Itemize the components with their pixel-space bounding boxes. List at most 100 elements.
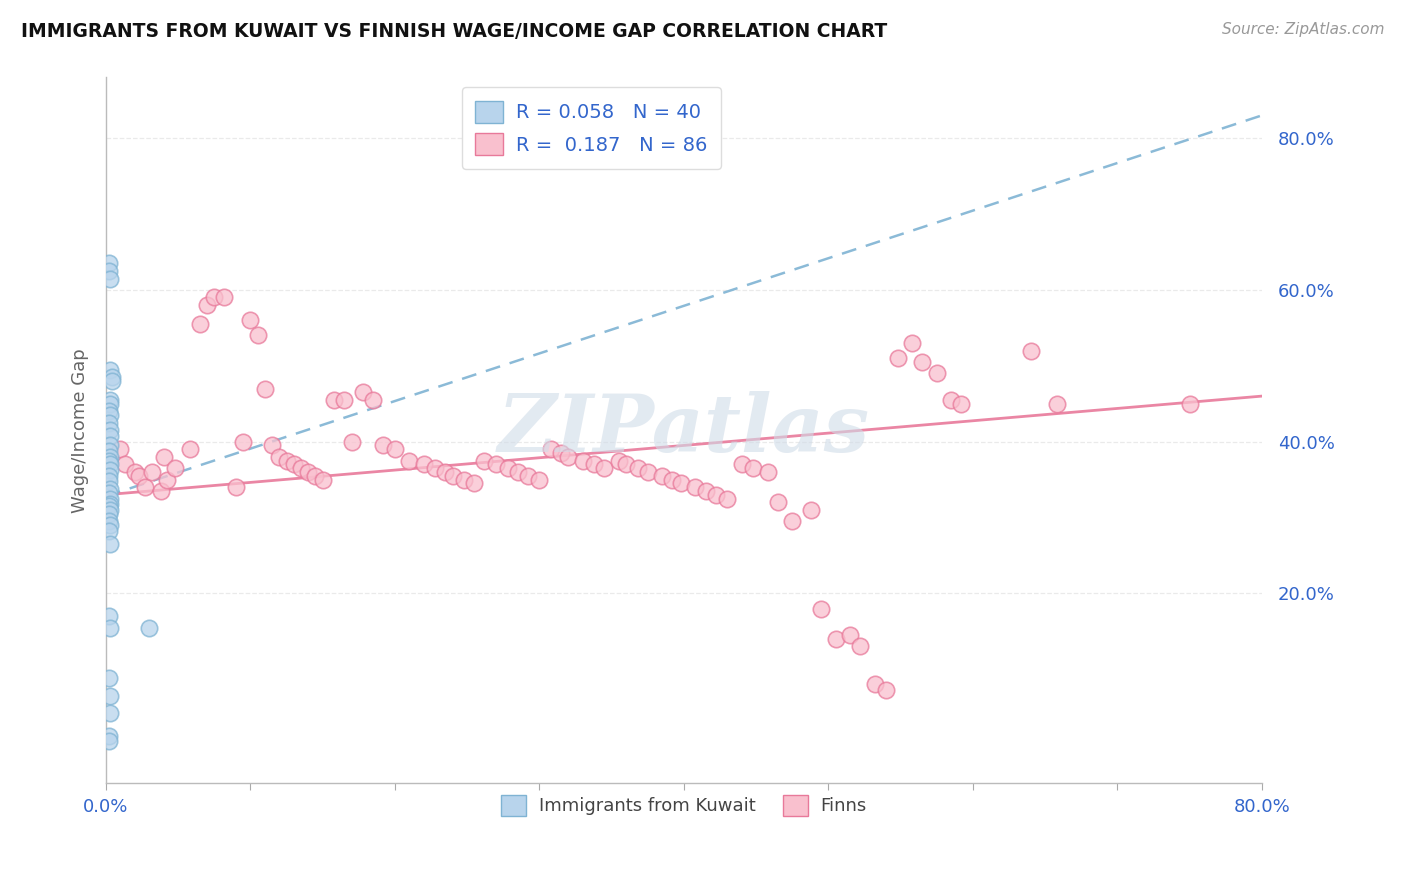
Point	[98, 271, 121, 285]
Point	[98, 537, 121, 551]
Point	[463, 476, 485, 491]
Point	[179, 442, 201, 457]
Point	[98, 482, 121, 496]
Point	[98, 503, 121, 517]
Point	[485, 458, 508, 472]
Point	[97, 468, 120, 483]
Point	[496, 461, 519, 475]
Point	[97, 256, 120, 270]
Point	[384, 442, 406, 457]
Point	[695, 483, 717, 498]
Point	[138, 620, 160, 634]
Point	[453, 473, 475, 487]
Point	[571, 453, 593, 467]
Point	[839, 628, 862, 642]
Point	[188, 317, 211, 331]
Point	[97, 499, 120, 513]
Point	[124, 465, 146, 479]
Point	[98, 458, 121, 472]
Point	[304, 468, 326, 483]
Point	[849, 640, 872, 654]
Point	[165, 461, 187, 475]
Point	[98, 362, 121, 376]
Point	[361, 392, 384, 407]
Point	[352, 385, 374, 400]
Point	[950, 397, 973, 411]
Point	[98, 438, 121, 452]
Point	[434, 465, 457, 479]
Point	[98, 428, 121, 442]
Point	[661, 473, 683, 487]
Point	[128, 468, 150, 483]
Point	[1046, 397, 1069, 411]
Point	[98, 397, 121, 411]
Text: Source: ZipAtlas.com: Source: ZipAtlas.com	[1222, 22, 1385, 37]
Point	[97, 671, 120, 685]
Point	[925, 367, 948, 381]
Point	[97, 404, 120, 418]
Point	[373, 438, 395, 452]
Point	[114, 458, 136, 472]
Point	[98, 706, 121, 721]
Text: ZIPatlas: ZIPatlas	[498, 392, 870, 469]
Point	[262, 438, 284, 452]
Point	[637, 465, 659, 479]
Point	[297, 465, 319, 479]
Point	[614, 458, 637, 472]
Point	[97, 474, 120, 488]
Point	[323, 392, 346, 407]
Point	[627, 461, 650, 475]
Point	[824, 632, 846, 646]
Point	[110, 442, 132, 457]
Point	[412, 458, 434, 472]
Point	[100, 370, 122, 384]
Point	[669, 476, 692, 491]
Point	[557, 450, 579, 464]
Point	[550, 446, 572, 460]
Point	[100, 374, 122, 388]
Point	[97, 453, 120, 467]
Point	[283, 458, 305, 472]
Point	[875, 683, 897, 698]
Point	[97, 416, 120, 430]
Y-axis label: Wage/Income Gap: Wage/Income Gap	[72, 348, 89, 513]
Point	[810, 601, 832, 615]
Point	[97, 443, 120, 458]
Point	[253, 382, 276, 396]
Point	[756, 465, 779, 479]
Point	[333, 392, 356, 407]
Legend: Immigrants from Kuwait, Finns: Immigrants from Kuwait, Finns	[492, 786, 876, 825]
Point	[651, 468, 673, 483]
Point	[202, 290, 225, 304]
Point	[583, 458, 606, 472]
Point	[98, 463, 121, 477]
Point	[98, 491, 121, 506]
Text: IMMIGRANTS FROM KUWAIT VS FINNISH WAGE/INCOME GAP CORRELATION CHART: IMMIGRANTS FROM KUWAIT VS FINNISH WAGE/I…	[21, 22, 887, 41]
Point	[887, 351, 910, 366]
Point	[425, 461, 447, 475]
Point	[97, 734, 120, 748]
Point	[901, 336, 924, 351]
Point	[97, 264, 120, 278]
Point	[340, 434, 363, 449]
Point	[782, 514, 804, 528]
Point	[685, 480, 707, 494]
Point	[152, 450, 174, 464]
Point	[149, 483, 172, 498]
Point	[141, 465, 163, 479]
Point	[97, 524, 120, 538]
Point	[98, 392, 121, 407]
Point	[911, 355, 934, 369]
Point	[607, 453, 630, 467]
Point	[97, 486, 120, 500]
Point	[742, 461, 765, 475]
Point	[97, 507, 120, 521]
Point	[766, 495, 789, 509]
Point	[398, 453, 420, 467]
Point	[195, 298, 218, 312]
Point	[800, 503, 823, 517]
Point	[98, 423, 121, 437]
Point	[214, 290, 236, 304]
Point	[863, 677, 886, 691]
Point	[506, 465, 529, 479]
